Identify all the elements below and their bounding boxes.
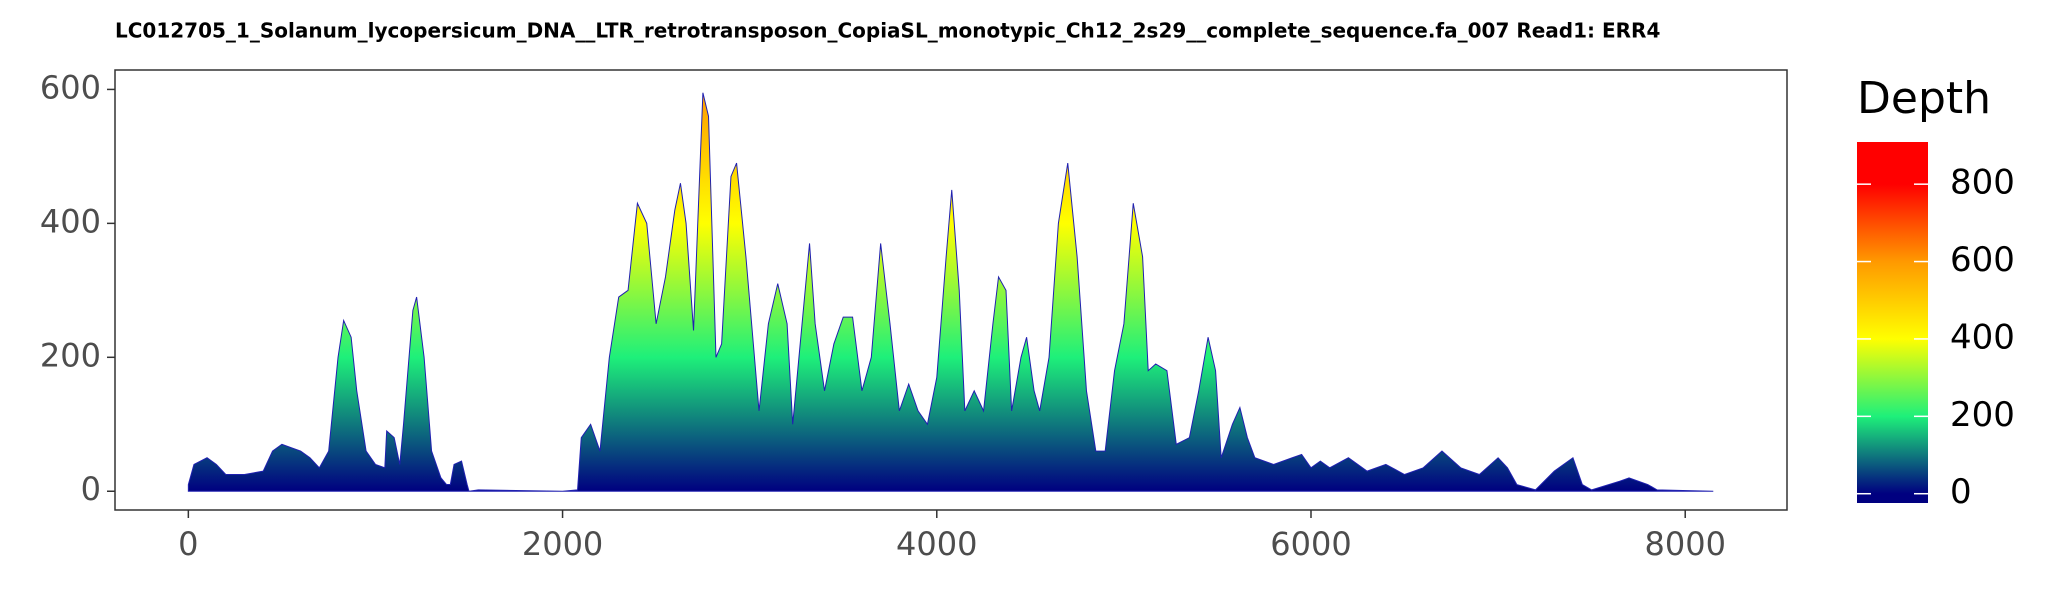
x-tick-label: 8000 [1644,525,1725,563]
x-tick-label: 2000 [522,525,603,563]
legend-title: Depth [1857,73,1991,124]
colorbar-label: 0 [1950,472,1972,512]
colorbar-label: 600 [1950,240,2015,280]
colorbar-label: 200 [1950,395,2015,435]
colorbar-label: 400 [1950,317,2015,357]
x-tick-label: 4000 [896,525,977,563]
chart-title: LC012705_1_Solanum_lycopersicum_DNA__LTR… [115,19,1660,43]
x-tick-label: 0 [178,525,198,563]
y-tick-label: 600 [40,68,101,106]
x-tick-label: 6000 [1270,525,1351,563]
colorbar-label: 800 [1950,163,2015,203]
depth-area [187,92,1714,492]
y-tick-label: 400 [40,202,101,240]
y-tick-label: 200 [40,336,101,374]
y-tick-label: 0 [81,470,101,508]
colorbar [1857,142,1928,503]
